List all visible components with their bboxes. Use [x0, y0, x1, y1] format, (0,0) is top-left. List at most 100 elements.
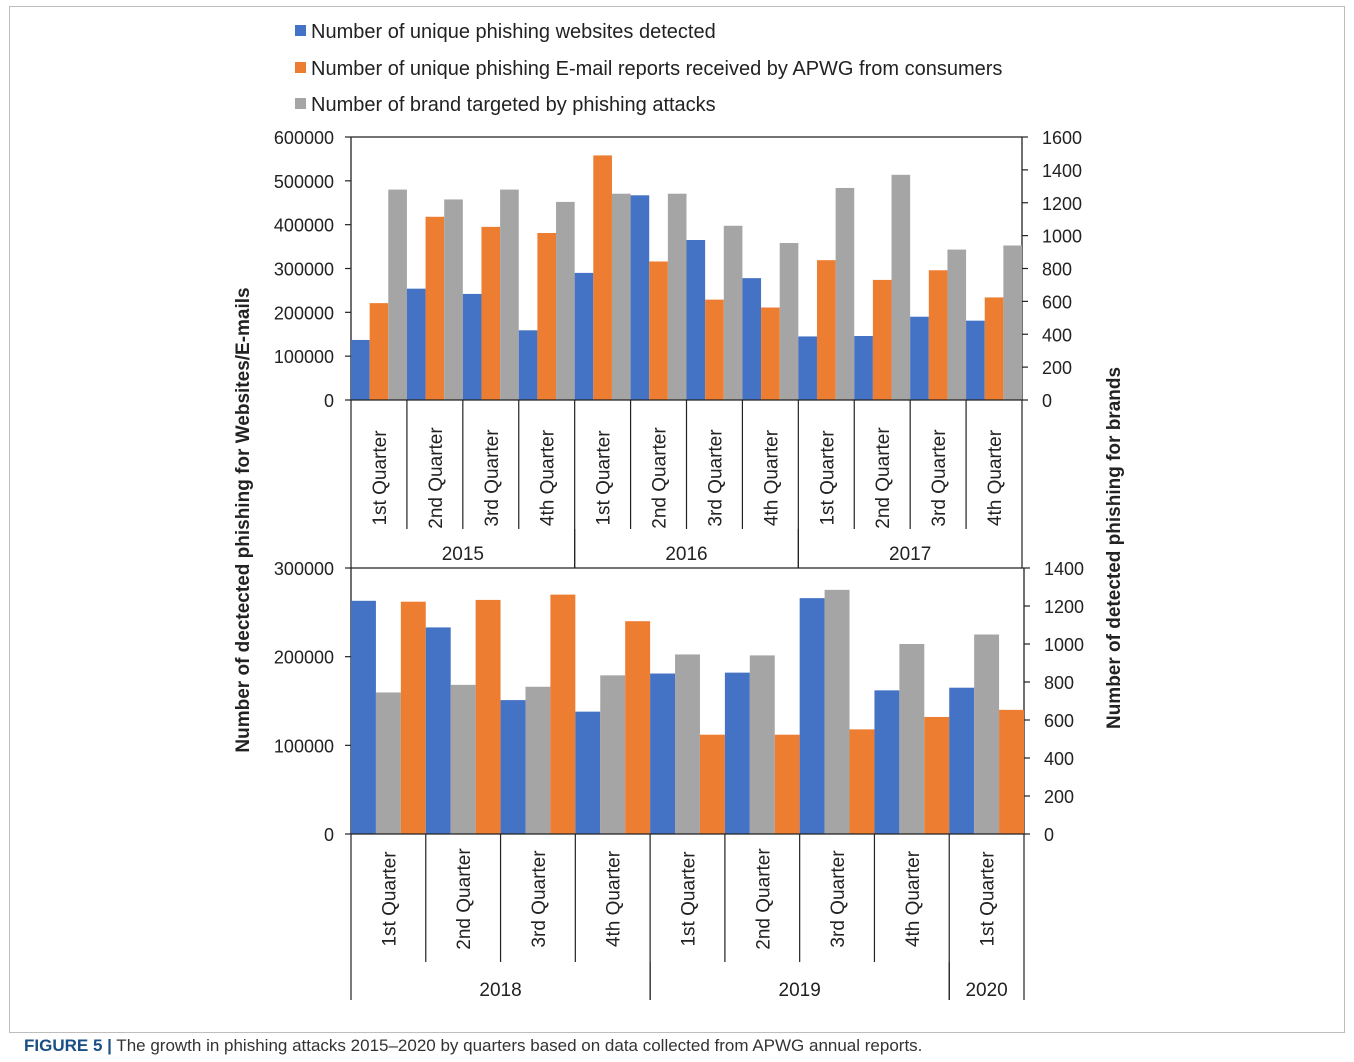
bar-brands — [974, 634, 1000, 834]
bar-websites — [966, 320, 985, 400]
legend-swatch-3 — [295, 98, 306, 109]
category-label: 2nd Quarter — [873, 427, 894, 529]
bar-websites — [574, 272, 594, 400]
year-label: 2019 — [779, 980, 821, 1001]
bar-websites — [575, 711, 601, 834]
bar-emails — [537, 232, 557, 400]
bar-websites — [910, 316, 929, 400]
right-tick-label: 800 — [1044, 673, 1074, 693]
chart-legend: Number of unique phishing websites detec… — [295, 21, 1002, 116]
right-tick-label: 600 — [1042, 292, 1072, 312]
category-label: 3rd Quarter — [482, 429, 503, 527]
category-label: 3rd Quarter — [929, 429, 950, 527]
bar-brands — [556, 201, 575, 400]
bar-brands — [375, 692, 401, 834]
bar-websites — [874, 690, 900, 834]
bar-brands — [611, 193, 631, 400]
bar-emails — [625, 621, 651, 834]
chart-panel-2015-2017: 0 100000 200000 300000 400000 500000 600000 0 20… — [274, 128, 1082, 568]
bar-brands — [899, 644, 925, 834]
bar-emails — [999, 709, 1024, 834]
left-tick-label: 100000 — [274, 736, 334, 756]
category-label: 3rd Quarter — [705, 429, 726, 527]
bar-emails — [816, 260, 836, 400]
category-label: 1st Quarter — [594, 430, 615, 526]
left-tick-label: 600000 — [274, 128, 334, 148]
y2-axis-label: Number of detected phishing for brands — [1104, 367, 1125, 729]
right-tick-label: 200 — [1044, 787, 1074, 807]
bar-brands — [667, 193, 687, 400]
right-tick-label: 0 — [1042, 391, 1052, 411]
bar-emails — [849, 729, 875, 834]
bar-websites — [724, 672, 750, 834]
caption-label: FIGURE 5 | — [24, 1036, 112, 1055]
bar-emails — [699, 734, 725, 834]
bar-websites — [949, 687, 975, 834]
category-label: 1st Quarter — [370, 430, 391, 526]
bar-websites — [518, 330, 538, 400]
legend-swatch-2 — [295, 62, 306, 73]
bar-websites — [650, 673, 676, 834]
left-tick-label: 100000 — [274, 347, 334, 367]
left-tick-label: 0 — [324, 825, 334, 845]
legend-label-3: Number of brand targeted by phishing att… — [311, 94, 716, 116]
bar-websites — [630, 195, 650, 400]
right-tick-label: 0 — [1044, 825, 1054, 845]
right-tick-label: 200 — [1042, 358, 1072, 378]
category-label: 3rd Quarter — [529, 850, 550, 948]
bar-brands — [600, 675, 626, 834]
left-tick-label: 200000 — [274, 303, 334, 323]
category-label: 4th Quarter — [903, 850, 924, 947]
bar-emails — [400, 601, 426, 834]
bar-emails — [924, 716, 950, 834]
right-tick-label: 1200 — [1042, 194, 1082, 214]
bar-emails — [984, 297, 1004, 400]
legend-label-1: Number of unique phishing websites detec… — [311, 21, 716, 43]
bar-brands — [388, 189, 407, 400]
right-tick-label: 400 — [1042, 325, 1072, 345]
bar-brands — [525, 686, 551, 834]
bar-emails — [928, 270, 948, 400]
year-label: 2015 — [442, 544, 484, 565]
category-label: 4th Quarter — [985, 429, 1006, 526]
left-tick-label: 0 — [324, 391, 334, 411]
bar-websites — [686, 240, 706, 400]
legend-label-2: Number of unique phishing E-mail reports… — [311, 58, 1002, 80]
bar-websites — [351, 339, 370, 400]
category-label: 2nd Quarter — [426, 427, 447, 529]
right-tick-label: 800 — [1042, 260, 1072, 280]
category-label: 2nd Quarter — [650, 427, 671, 529]
right-tick-label: 1600 — [1042, 128, 1082, 148]
bar-brands — [779, 243, 799, 400]
y-axis-label: Number of dectected phishing for Website… — [233, 287, 254, 752]
left-tick-label: 500000 — [274, 172, 334, 192]
bar-brands — [749, 655, 775, 834]
bar-emails — [369, 303, 389, 400]
bar-brands — [824, 589, 850, 834]
bar-emails — [649, 261, 668, 400]
left-tick-label: 300000 — [274, 559, 334, 579]
right-tick-label: 400 — [1044, 749, 1074, 769]
bar-websites — [425, 627, 451, 834]
right-tick-label: 1400 — [1042, 161, 1082, 181]
bar-emails — [761, 307, 780, 400]
right-tick-label: 1200 — [1044, 597, 1084, 617]
legend-swatch-1 — [295, 25, 306, 36]
category-label: 2nd Quarter — [753, 848, 774, 950]
bar-brands — [500, 189, 519, 400]
caption-text: The growth in phishing attacks 2015–2020… — [111, 1036, 923, 1055]
bar-emails — [425, 216, 445, 400]
bar-emails — [774, 734, 800, 834]
year-label: 2017 — [889, 544, 931, 565]
bar-emails — [705, 299, 724, 400]
figure-caption: FIGURE 5 | The growth in phishing attack… — [24, 1036, 922, 1056]
bar-websites — [500, 700, 526, 834]
bar-websites — [854, 336, 873, 400]
category-label: 1st Quarter — [978, 851, 999, 947]
year-label: 2016 — [665, 544, 707, 565]
category-label: 1st Quarter — [817, 430, 838, 526]
bar-websites — [406, 288, 426, 400]
bar-brands — [891, 174, 911, 400]
bar-brands — [723, 225, 743, 400]
category-label: 1st Quarter — [379, 851, 400, 947]
